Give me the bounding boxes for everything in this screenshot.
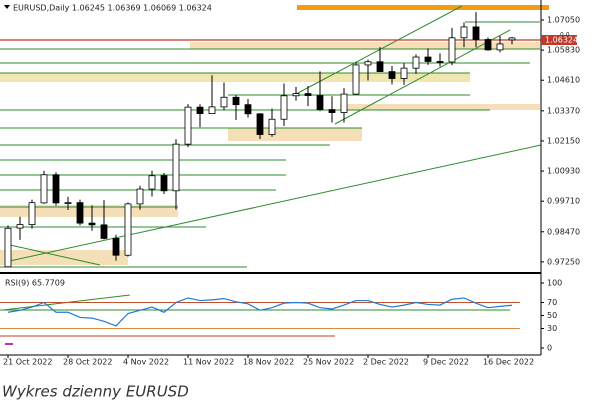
annotation: 0.0 bbox=[560, 32, 570, 39]
candle-body bbox=[64, 202, 72, 205]
candle-body bbox=[52, 174, 60, 204]
y-tick-label: 1.05830 bbox=[547, 46, 580, 55]
candle-body bbox=[400, 67, 408, 79]
candle-body bbox=[100, 224, 108, 239]
candle-body bbox=[88, 222, 96, 226]
candle-body bbox=[508, 37, 516, 41]
rsi-title: RSI(9) 65.7709 bbox=[5, 279, 65, 288]
y-tick-label: 0.97250 bbox=[547, 257, 580, 266]
zone bbox=[190, 42, 540, 49]
candle-body bbox=[280, 95, 288, 120]
zone bbox=[340, 104, 540, 110]
candle-body bbox=[232, 96, 240, 106]
chart-title: EURUSD,Daily 1.06245 1.06369 1.06069 1.0… bbox=[13, 4, 212, 13]
candle-body bbox=[160, 175, 168, 192]
candle-body bbox=[172, 143, 180, 192]
candle-body bbox=[460, 26, 468, 39]
candle-body bbox=[304, 93, 312, 96]
candle-body bbox=[448, 37, 456, 63]
x-tick-label: 9 Dec 2022 bbox=[423, 358, 469, 367]
candle-body bbox=[484, 39, 492, 51]
y-tick-label: 70 bbox=[547, 298, 557, 307]
candle-body bbox=[220, 96, 228, 108]
candle-body bbox=[124, 203, 132, 256]
x-tick-label: 16 Dec 2022 bbox=[483, 358, 534, 367]
y-tick-label: 0.99710 bbox=[547, 197, 580, 206]
candle-body bbox=[4, 227, 12, 268]
candle-body bbox=[364, 61, 372, 66]
candle-body bbox=[196, 106, 204, 114]
candle-body bbox=[436, 61, 444, 63]
candle-body bbox=[328, 109, 336, 113]
candle-body bbox=[292, 93, 300, 97]
x-tick-label: 4 Nov 2022 bbox=[123, 358, 169, 367]
x-tick-label: 2 Dec 2022 bbox=[363, 358, 409, 367]
y-tick-label: 1.02150 bbox=[547, 136, 580, 145]
price-box bbox=[541, 35, 577, 45]
x-tick-label: 21 Oct 2022 bbox=[3, 358, 52, 367]
y-tick-label: 1.00930 bbox=[547, 167, 580, 176]
y-tick-label: 50 bbox=[547, 311, 557, 320]
y-tick-label: 0.98470 bbox=[547, 227, 580, 236]
candle-body bbox=[148, 175, 156, 190]
zone bbox=[0, 205, 178, 217]
y-tick-label: 0 bbox=[547, 344, 552, 353]
caption: Wykres dzienny EURUSD bbox=[2, 383, 189, 401]
candle-body bbox=[256, 113, 264, 135]
title-icon bbox=[4, 5, 10, 9]
candle-body bbox=[76, 202, 84, 224]
candle-body bbox=[184, 106, 192, 145]
candle-body bbox=[112, 238, 120, 256]
candle-body bbox=[376, 61, 384, 72]
candle-body bbox=[472, 26, 480, 40]
candle-body bbox=[412, 56, 420, 69]
rsi-line bbox=[7, 297, 513, 327]
x-tick-label: 28 Oct 2022 bbox=[63, 358, 112, 367]
levels bbox=[0, 5, 542, 268]
candle-body bbox=[316, 95, 324, 111]
candle-body bbox=[40, 174, 48, 204]
zone bbox=[0, 73, 470, 82]
candle-body bbox=[496, 43, 504, 51]
x-tick-label: 25 Nov 2022 bbox=[303, 358, 354, 367]
candle-body bbox=[136, 188, 144, 205]
decorations bbox=[0, 0, 549, 356]
price-label: 1.06324 bbox=[545, 36, 578, 45]
x-tick-label: 11 Nov 2022 bbox=[183, 358, 234, 367]
y-tick-label: 1.04610 bbox=[547, 76, 580, 85]
candle-body bbox=[340, 93, 348, 113]
candle-body bbox=[388, 71, 396, 79]
candle-body bbox=[28, 202, 36, 226]
candle-body bbox=[352, 64, 360, 95]
candle-body bbox=[16, 224, 24, 229]
x-tick-label: 18 Nov 2022 bbox=[243, 358, 294, 367]
zone bbox=[228, 128, 362, 141]
candle-body bbox=[424, 56, 432, 62]
y-tick-label: 100 bbox=[547, 279, 562, 288]
y-tick-label: 30 bbox=[547, 324, 557, 333]
y-tick-label: 1.03370 bbox=[547, 106, 580, 115]
candle-body bbox=[244, 104, 252, 115]
candle-body bbox=[268, 118, 276, 135]
top-bar bbox=[297, 5, 549, 10]
y-tick-label: 1.07050 bbox=[547, 16, 580, 25]
candle-body bbox=[208, 106, 216, 114]
